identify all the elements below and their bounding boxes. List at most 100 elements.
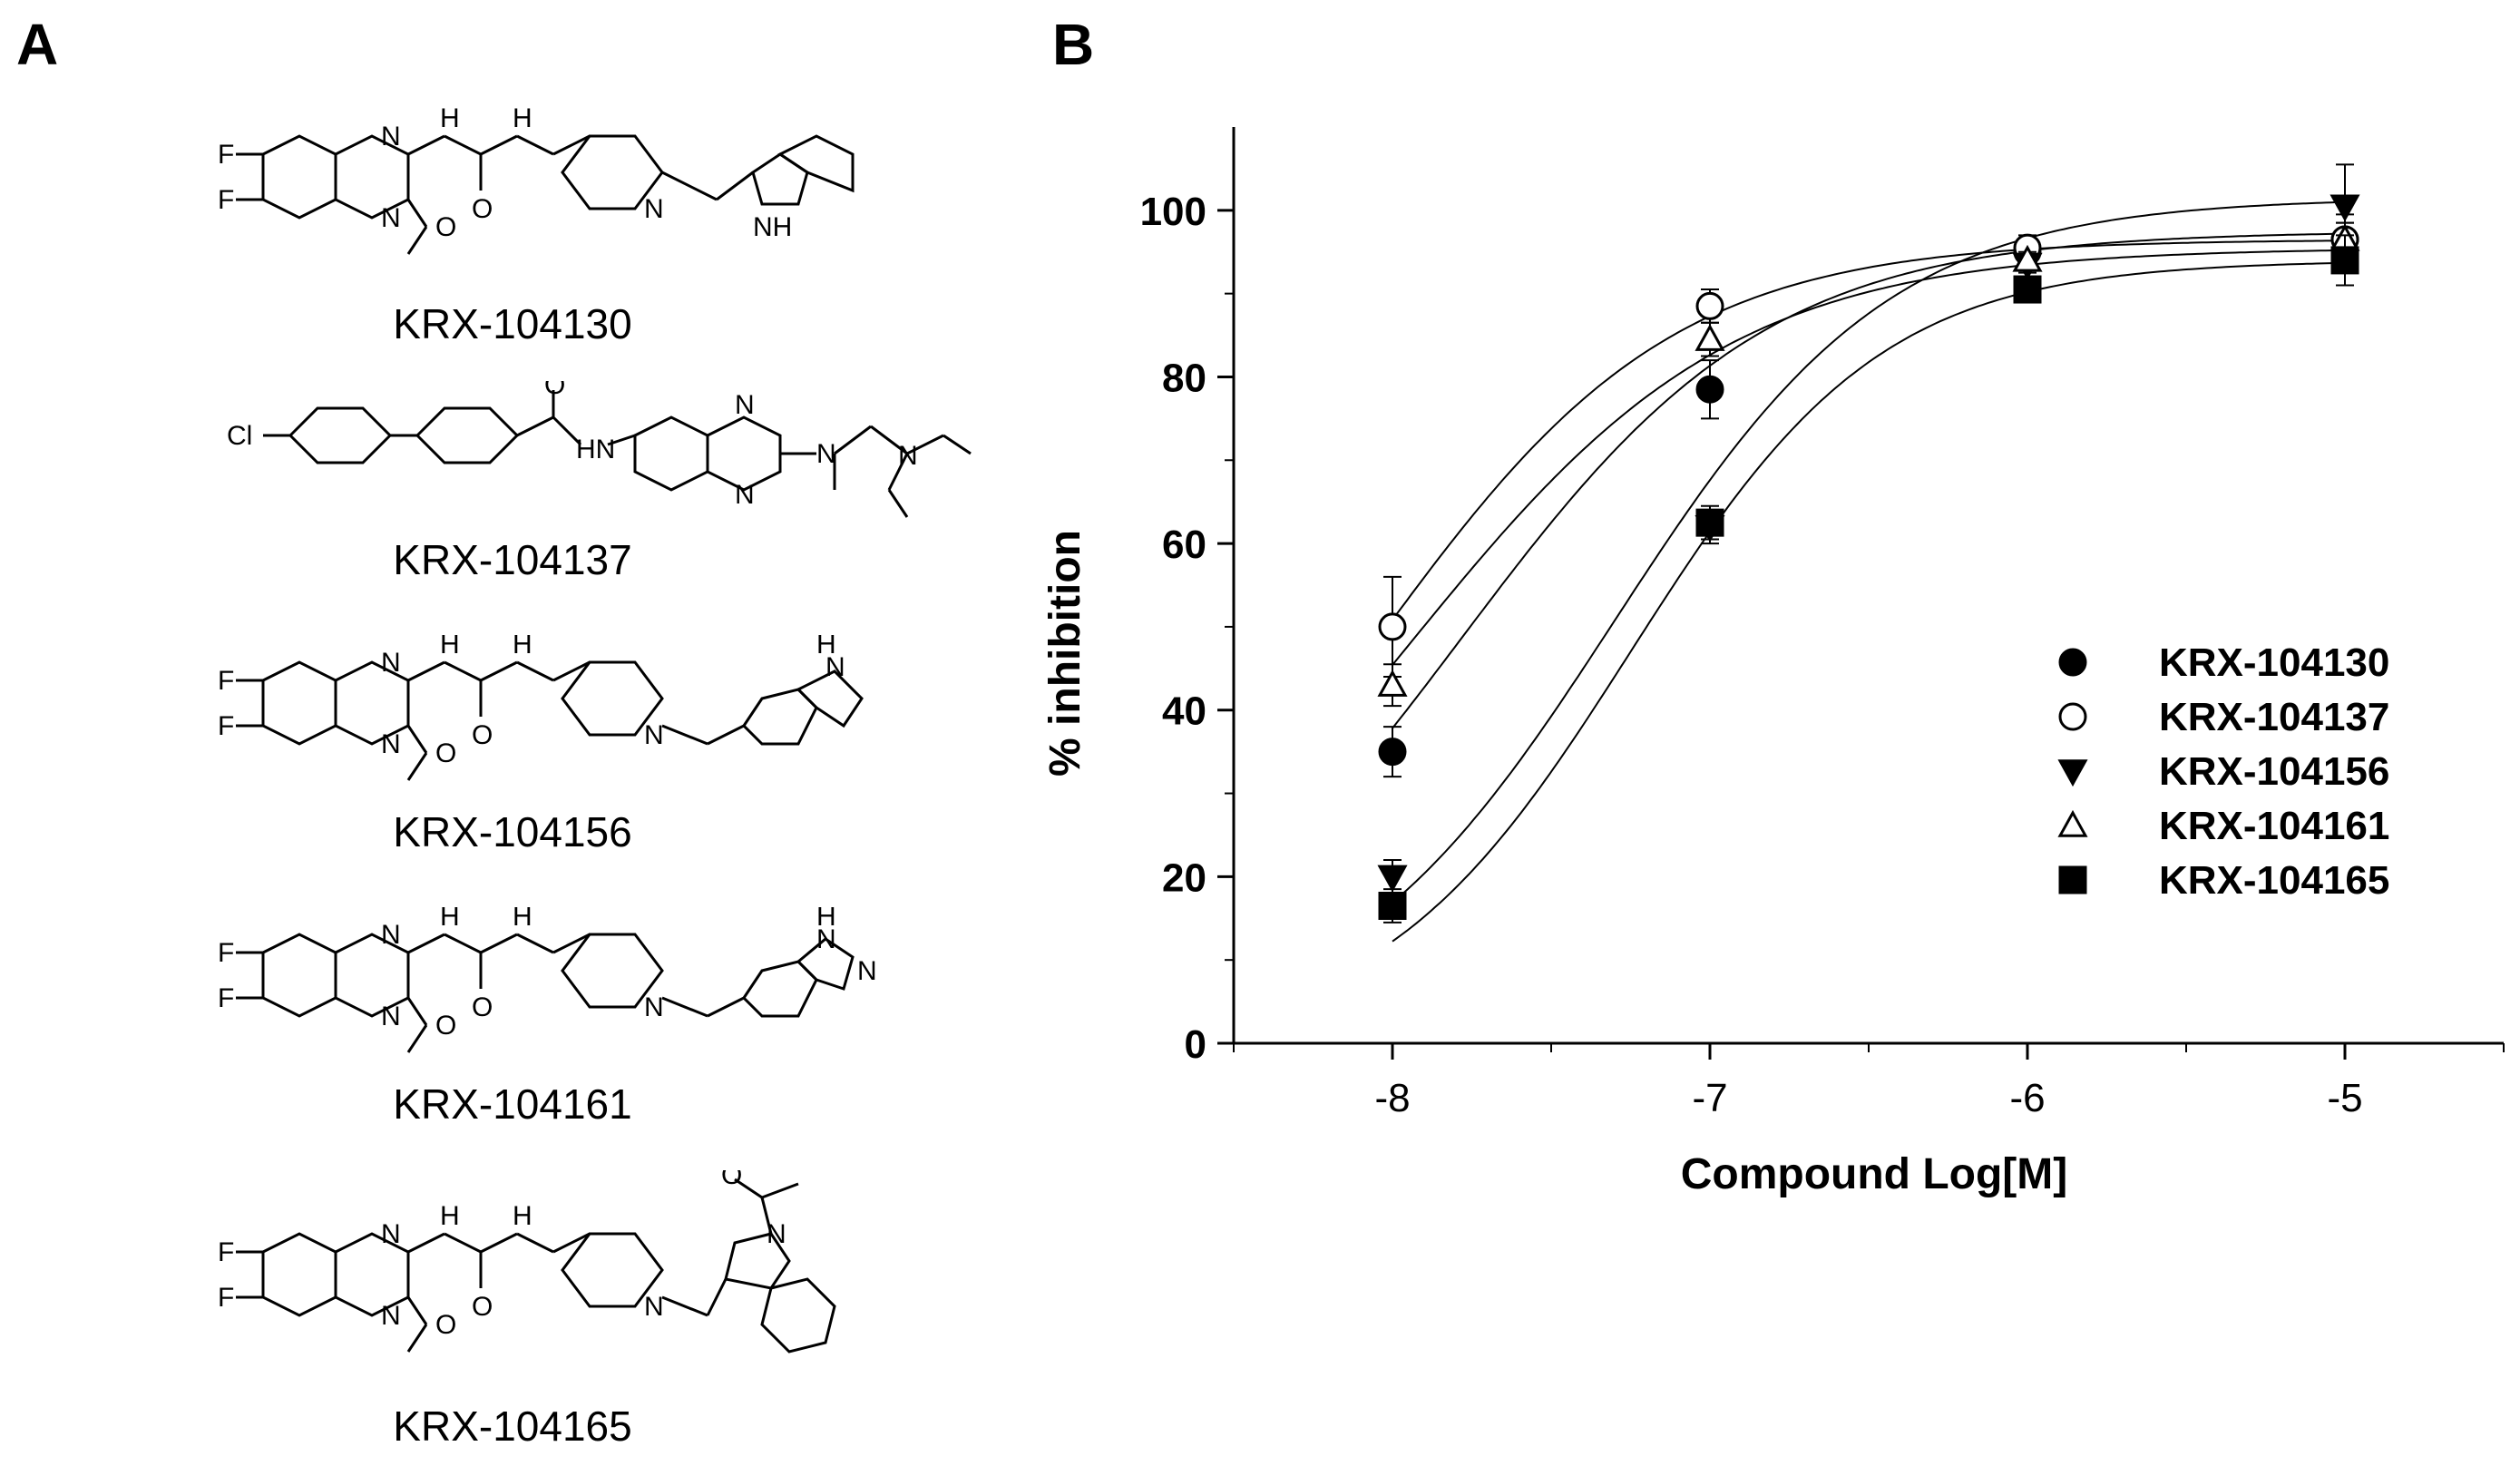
atom-n: N — [735, 390, 755, 420]
atom-h: H — [513, 1201, 532, 1231]
atom-n: N — [644, 992, 664, 1022]
legend-marker — [2058, 702, 2087, 731]
atom-f: F — [218, 140, 234, 170]
legend-label: KRX-104165 — [2159, 858, 2389, 903]
atom-n: N — [381, 920, 401, 950]
structure-krx-104161: F F N N H H O O N H N N — [218, 907, 877, 1053]
structure-krx-104130: F F N N H H O O N NH — [218, 103, 855, 255]
atom-n: N — [644, 720, 664, 750]
data-point — [2012, 244, 2043, 272]
data-point — [2013, 275, 2042, 304]
atom-n: N — [381, 122, 401, 151]
structure-krx-104165: F F N N H H O O N N O — [218, 1170, 836, 1354]
atom-n: N — [381, 1301, 401, 1331]
data-point — [1378, 612, 1407, 641]
atom-f: F — [218, 1283, 234, 1313]
atom-n: N — [816, 924, 836, 954]
fit-curves — [1392, 200, 2346, 943]
atom-n: N — [381, 1002, 401, 1031]
atom-o: O — [544, 381, 565, 400]
data-point — [1695, 508, 1724, 537]
x-tick-label: -8 — [1374, 1076, 1410, 1120]
atom-h: H — [816, 635, 836, 660]
atom-h: H — [513, 635, 532, 660]
compound-label: KRX-104137 — [393, 536, 632, 583]
compound-label: KRX-104165 — [393, 1402, 632, 1450]
dose-response-chart: 0 20 40 60 80 100 -8 -7 -6 -5 KRX-104130 KRX-10413… — [1043, 127, 2505, 1198]
fit-curve — [1392, 261, 2346, 943]
atom-o: O — [472, 720, 493, 750]
atom-f: F — [218, 983, 234, 1013]
atom-o: O — [435, 212, 456, 242]
fit-curve — [1392, 249, 2345, 666]
fit-curve — [1392, 200, 2346, 904]
atom-n: N — [644, 194, 664, 224]
x-tick-label: -5 — [2327, 1076, 2362, 1120]
legend-label: KRX-104156 — [2159, 749, 2389, 794]
atom-h: H — [513, 907, 532, 932]
fit-curve — [1392, 239, 2346, 621]
data-point — [1377, 669, 1408, 697]
atom-f: F — [218, 185, 234, 215]
legend-marker — [2057, 759, 2088, 787]
x-axis-label: Compound Log[M] — [1681, 1150, 2068, 1198]
atom-n: N — [381, 729, 401, 759]
atom-h: H — [440, 103, 460, 133]
atom-o: O — [435, 1011, 456, 1041]
atom-n: N — [735, 480, 755, 510]
atom-f: F — [218, 711, 234, 741]
compound-label: KRX-104156 — [393, 808, 632, 855]
structure-krx-104137: Cl O HN N N N N — [227, 381, 972, 518]
atom-nh: NH — [753, 212, 792, 242]
atom-hn: HN — [576, 435, 615, 464]
atom-o: O — [472, 194, 493, 224]
legend-marker — [2057, 809, 2088, 837]
panel-b-label: B — [1052, 12, 1095, 77]
atom-h: H — [513, 103, 532, 133]
compound-label: KRX-104130 — [393, 300, 632, 347]
atom-n: N — [825, 652, 845, 682]
atom-o: O — [472, 1292, 493, 1322]
legend-label: KRX-104130 — [2159, 640, 2389, 685]
y-tick-label: 100 — [1140, 190, 1206, 234]
y-tick-label: 40 — [1162, 689, 1206, 734]
atom-n: N — [381, 1219, 401, 1249]
atom-n: N — [381, 203, 401, 233]
data-point — [1378, 892, 1407, 920]
atom-n: N — [857, 956, 877, 986]
data-point — [2330, 194, 2360, 222]
atom-o: O — [472, 992, 493, 1022]
data-point — [1378, 738, 1407, 767]
y-tick-label: 0 — [1185, 1022, 1206, 1067]
atom-n: N — [898, 441, 918, 471]
data-point — [2330, 246, 2359, 275]
atom-f: F — [218, 938, 234, 968]
atom-h: H — [440, 635, 460, 660]
atom-f: F — [218, 1237, 234, 1267]
legend-label: KRX-104161 — [2159, 804, 2389, 848]
x-tick-label: -6 — [2009, 1076, 2045, 1120]
atom-n: N — [644, 1292, 664, 1322]
legend-marker — [2058, 865, 2087, 894]
atom-h: H — [440, 1201, 460, 1231]
atom-h: H — [816, 907, 836, 932]
data-point — [1377, 865, 1408, 893]
compound-label: KRX-104161 — [393, 1080, 632, 1128]
data-point — [1695, 291, 1724, 320]
atom-o: O — [435, 738, 456, 768]
y-tick-label: 60 — [1162, 523, 1206, 567]
y-axis-label: % inhibition — [1043, 530, 1089, 777]
y-tick-label: 80 — [1162, 356, 1206, 400]
data-points — [1377, 163, 2360, 924]
atom-h: H — [440, 907, 460, 932]
panel-a-label: A — [16, 12, 59, 77]
atom-n: N — [381, 648, 401, 678]
atom-f: F — [218, 666, 234, 696]
x-tick-label: -7 — [1692, 1076, 1727, 1120]
legend-marker — [2058, 648, 2087, 677]
legend-label: KRX-104137 — [2159, 695, 2389, 739]
structure-krx-104156: F F N N H H O O N H N — [218, 635, 864, 781]
chart-axes: 0 20 40 60 80 100 -8 -7 -6 -5 — [1140, 127, 2505, 1120]
data-point — [1695, 324, 1725, 351]
y-tick-label: 20 — [1162, 855, 1206, 900]
